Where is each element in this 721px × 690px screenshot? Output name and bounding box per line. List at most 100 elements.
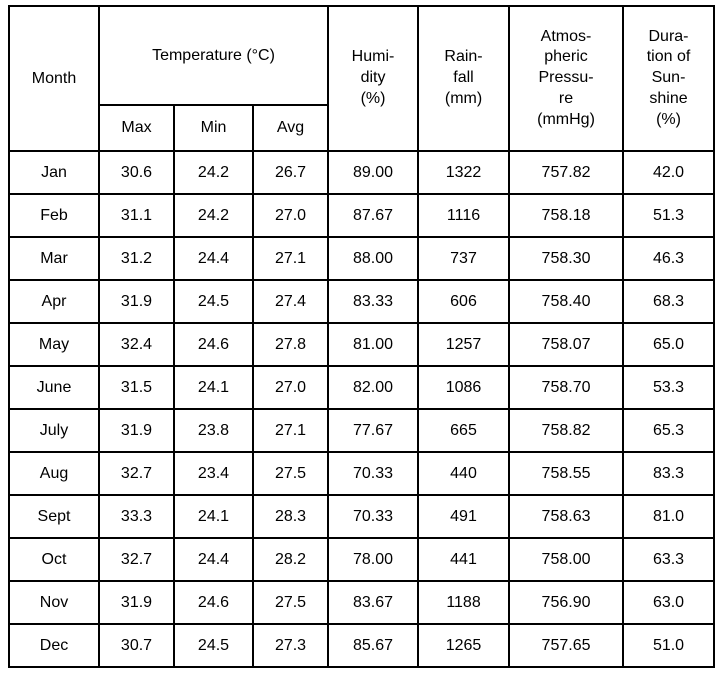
temp-max-cell: 31.1 (98, 193, 175, 238)
rainfall-cell: 1086 (417, 365, 511, 410)
rainfall-cell: 606 (417, 279, 511, 324)
month-cell: Mar (8, 236, 100, 281)
temp-min-cell: 24.6 (173, 322, 254, 367)
pressure-cell: 758.63 (508, 494, 625, 539)
sunshine-cell: 68.3 (622, 279, 716, 324)
humidity-cell: 81.00 (327, 322, 420, 367)
col-header-temperature-group: Temperature (°C) (97, 5, 330, 106)
month-cell: Aug (8, 451, 100, 496)
pressure-cell: 758.55 (508, 451, 625, 496)
sunshine-cell: 46.3 (622, 236, 716, 281)
humidity-cell: 83.67 (327, 580, 420, 625)
table-row: Aug 32.7 23.4 27.5 70.33 440 758.55 83.3 (8, 451, 716, 496)
temp-max-cell: 31.9 (98, 580, 175, 625)
pressure-cell: 757.65 (508, 623, 625, 668)
month-cell: Jan (8, 150, 100, 195)
temp-max-cell: 31.2 (98, 236, 175, 281)
temp-min-cell: 23.4 (173, 451, 254, 496)
table-body: Jan 30.6 24.2 26.7 89.00 1322 757.82 42.0 Feb 31.… (8, 150, 716, 668)
col-header-pressure: Atmos- pheric Pressu- re (mmHg) (508, 5, 625, 152)
sunshine-cell: 42.0 (622, 150, 716, 195)
temp-avg-cell: 27.0 (251, 365, 330, 410)
month-cell: July (8, 408, 100, 453)
rainfall-cell: 665 (417, 408, 511, 453)
sunshine-cell: 65.3 (622, 408, 716, 453)
table-row: May 32.4 24.6 27.8 81.00 1257 758.07 65.0 (8, 322, 716, 367)
month-cell: Dec (8, 623, 100, 668)
temp-max-cell: 30.6 (98, 150, 175, 195)
pressure-cell: 758.70 (508, 365, 625, 410)
col-header-temp-max: Max (98, 104, 175, 152)
col-header-temp-min: Min (173, 104, 254, 152)
pressure-cell: 757.82 (508, 150, 625, 195)
temp-min-cell: 24.2 (173, 150, 254, 195)
table-row: Jan 30.6 24.2 26.7 89.00 1322 757.82 42.0 (8, 150, 716, 195)
temp-min-cell: 24.1 (173, 365, 254, 410)
table-row: Feb 31.1 24.2 27.0 87.67 1116 758.18 51.3 (8, 193, 716, 238)
col-header-month: Month (8, 5, 100, 152)
temp-min-cell: 23.8 (173, 408, 254, 453)
climate-table: Month Temperature (°C) Humi- dity (%) Ra… (8, 5, 716, 668)
col-header-humidity: Humi- dity (%) (327, 5, 420, 152)
month-cell: Feb (8, 193, 100, 238)
table-row: Oct 32.7 24.4 28.2 78.00 441 758.00 63.3 (8, 537, 716, 582)
col-header-temp-avg: Avg (251, 104, 330, 152)
table-row: Dec 30.7 24.5 27.3 85.67 1265 757.65 51.0 (8, 623, 716, 668)
temp-max-cell: 31.9 (98, 279, 175, 324)
header-row-top: Month Temperature (°C) Humi- dity (%) Ra… (8, 5, 716, 152)
rainfall-cell: 491 (417, 494, 511, 539)
temp-max-cell: 32.7 (98, 537, 175, 582)
rainfall-cell: 441 (417, 537, 511, 582)
temp-min-cell: 24.2 (173, 193, 254, 238)
header-row-temp-sub: Max Min Avg (9, 104, 714, 152)
month-cell: Nov (8, 580, 100, 625)
temp-avg-cell: 26.7 (251, 150, 330, 195)
temp-min-cell: 24.4 (173, 537, 254, 582)
rainfall-cell: 440 (417, 451, 511, 496)
temp-max-cell: 31.9 (98, 408, 175, 453)
rainfall-cell: 737 (417, 236, 511, 281)
temp-avg-cell: 27.3 (251, 623, 330, 668)
humidity-cell: 78.00 (327, 537, 420, 582)
humidity-cell: 87.67 (327, 193, 420, 238)
temp-min-cell: 24.1 (173, 494, 254, 539)
rainfall-cell: 1116 (417, 193, 511, 238)
temp-max-cell: 30.7 (98, 623, 175, 668)
humidity-cell: 88.00 (327, 236, 420, 281)
temp-avg-cell: 27.5 (251, 451, 330, 496)
temp-avg-cell: 27.1 (251, 236, 330, 281)
temp-avg-cell: 28.2 (251, 537, 330, 582)
table-row: Nov 31.9 24.6 27.5 83.67 1188 756.90 63.0 (8, 580, 716, 625)
table-row: July 31.9 23.8 27.1 77.67 665 758.82 65.3 (8, 408, 716, 453)
sunshine-cell: 63.0 (622, 580, 716, 625)
humidity-cell: 85.67 (327, 623, 420, 668)
humidity-cell: 89.00 (327, 150, 420, 195)
table-row: Apr 31.9 24.5 27.4 83.33 606 758.40 68.3 (8, 279, 716, 324)
month-cell: Apr (8, 279, 100, 324)
col-header-rainfall: Rain- fall (mm) (417, 5, 511, 152)
sunshine-cell: 81.0 (622, 494, 716, 539)
month-cell: Oct (8, 537, 100, 582)
temp-min-cell: 24.6 (173, 580, 254, 625)
pressure-cell: 758.07 (508, 322, 625, 367)
sunshine-cell: 51.3 (622, 193, 716, 238)
pressure-cell: 758.18 (508, 193, 625, 238)
temp-avg-cell: 27.4 (251, 279, 330, 324)
temp-avg-cell: 27.0 (251, 193, 330, 238)
table-container: Month Temperature (°C) Humi- dity (%) Ra… (8, 5, 716, 668)
month-cell: June (8, 365, 100, 410)
pressure-cell: 758.00 (508, 537, 625, 582)
table-row: Mar 31.2 24.4 27.1 88.00 737 758.30 46.3 (8, 236, 716, 281)
humidity-cell: 82.00 (327, 365, 420, 410)
humidity-cell: 83.33 (327, 279, 420, 324)
temp-min-cell: 24.5 (173, 279, 254, 324)
temp-max-cell: 32.4 (98, 322, 175, 367)
pressure-cell: 758.82 (508, 408, 625, 453)
month-cell: Sept (8, 494, 100, 539)
temp-max-cell: 32.7 (98, 451, 175, 496)
rainfall-cell: 1322 (417, 150, 511, 195)
rainfall-cell: 1265 (417, 623, 511, 668)
sunshine-cell: 83.3 (622, 451, 716, 496)
humidity-cell: 77.67 (327, 408, 420, 453)
pressure-cell: 756.90 (508, 580, 625, 625)
